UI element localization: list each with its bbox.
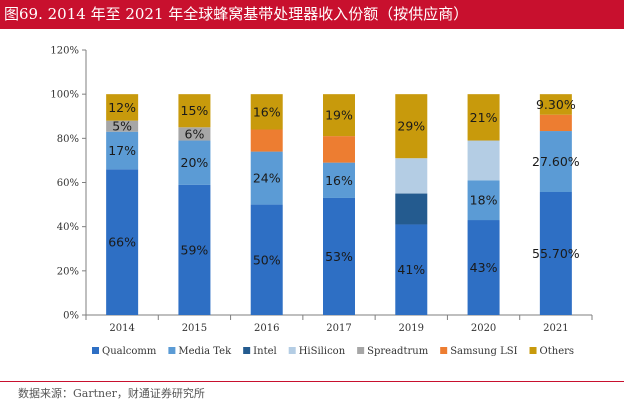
bar-segment [250,204,283,315]
bar-segment [395,94,428,159]
bar-segment [395,193,428,225]
data-label: 66% [108,235,136,250]
bar-segment [178,184,211,315]
x-tick-label: 2021 [543,323,568,334]
data-label: 20% [181,155,209,170]
bar-segment [178,94,211,128]
data-label: 59% [181,242,209,257]
data-label: 55.70% [532,246,580,261]
legend-label: Intel [253,346,277,357]
footer-divider [0,381,624,382]
bar-segment [467,180,500,221]
bar-segment [106,120,139,132]
legend-swatch [92,347,99,354]
x-tick-label: 2014 [109,323,134,334]
data-label: 16% [325,173,353,188]
bar-segment [250,94,283,130]
data-label: 6% [185,126,205,141]
chart-data-labels: 66% 17% 5% 12% 59% 20% 6% 15% 50% 24% 16% 53% 16% 19%… [108,97,580,277]
y-tick-label: 0% [63,311,79,322]
bar-segment [467,94,500,141]
bar-segment [106,131,139,170]
bar-segment [323,197,355,315]
data-label: 15% [181,103,209,118]
bar-segment [250,129,283,152]
chart-bars [106,94,572,315]
data-label: 27.60% [532,154,580,169]
bar-segment [539,191,572,315]
bar-segment [106,169,139,315]
legend-swatch [168,347,176,354]
x-tick-label: 2020 [471,323,496,334]
bar-segment [323,136,355,163]
x-tick-label: 2017 [326,323,351,334]
chart-legend: Qualcomm Media Tek Intel HiSilicon Spreadtru… [92,346,574,357]
legend-swatch [288,347,296,354]
bar-segment [178,127,211,141]
legend-label: HiSilicon [299,346,346,357]
y-tick-label: 40% [57,222,79,233]
title-bar: 图69. 2014 年至 2021 年全球蜂窝基带处理器收入份额（按供应商） [0,0,624,29]
data-label: 21% [470,110,498,125]
x-tick-label: 2015 [182,323,207,334]
legend-label: Samsung LSI [450,346,517,357]
x-tick-label: 2016 [254,323,279,334]
bar-segment [395,158,428,194]
data-label: 50% [253,252,281,267]
y-tick-label: 20% [57,266,79,277]
bar-segment [467,220,500,315]
y-tick-label: 60% [57,178,79,189]
x-tick-label: 2019 [399,323,424,334]
legend-label: Spreadtrum [367,346,429,357]
legend-swatch [529,347,537,354]
data-label: 9.30% [536,97,576,112]
bar-segment [539,94,572,115]
stacked-bar-chart: 0% 20% 40% 60% 80% 100% 120% 2014 2015 2016 2017 20… [50,46,593,357]
bar-segment [178,140,211,185]
bar-segment [323,94,355,137]
legend-swatch [243,347,251,354]
data-label: 29% [397,119,425,134]
bar-segment [106,94,139,121]
source-note: 数据来源：Gartner，财通证券研究所 [18,387,205,400]
data-label: 24% [253,171,281,186]
bar-segment [539,114,572,132]
y-tick-label: 80% [57,134,79,145]
data-label: 16% [253,104,281,119]
data-label: 12% [108,100,136,115]
y-tick-label: 120% [50,46,79,57]
data-label: 41% [397,262,425,277]
data-label: 18% [470,193,498,208]
bar-segment [395,224,428,315]
data-label: 17% [108,143,136,158]
legend-label: Others [540,346,575,357]
data-label: 5% [112,119,132,134]
chart-axes: 0% 20% 40% 60% 80% 100% 120% 2014 2015 2016 2017 20… [50,46,593,334]
bar-segment [323,162,355,198]
data-label: 53% [325,249,353,264]
legend-label: Qualcomm [102,346,157,357]
y-tick-label: 100% [50,90,79,101]
data-label: 19% [325,108,353,123]
legend-swatch [440,347,448,354]
data-label: 43% [470,260,498,275]
legend-label: Media Tek [178,346,232,357]
bar-segment [539,131,572,192]
bar-segment [250,151,283,205]
bar-segment [467,140,500,181]
chart-title: 图69. 2014 年至 2021 年全球蜂窝基带处理器收入份额（按供应商） [4,5,469,23]
legend-swatch [357,347,365,354]
